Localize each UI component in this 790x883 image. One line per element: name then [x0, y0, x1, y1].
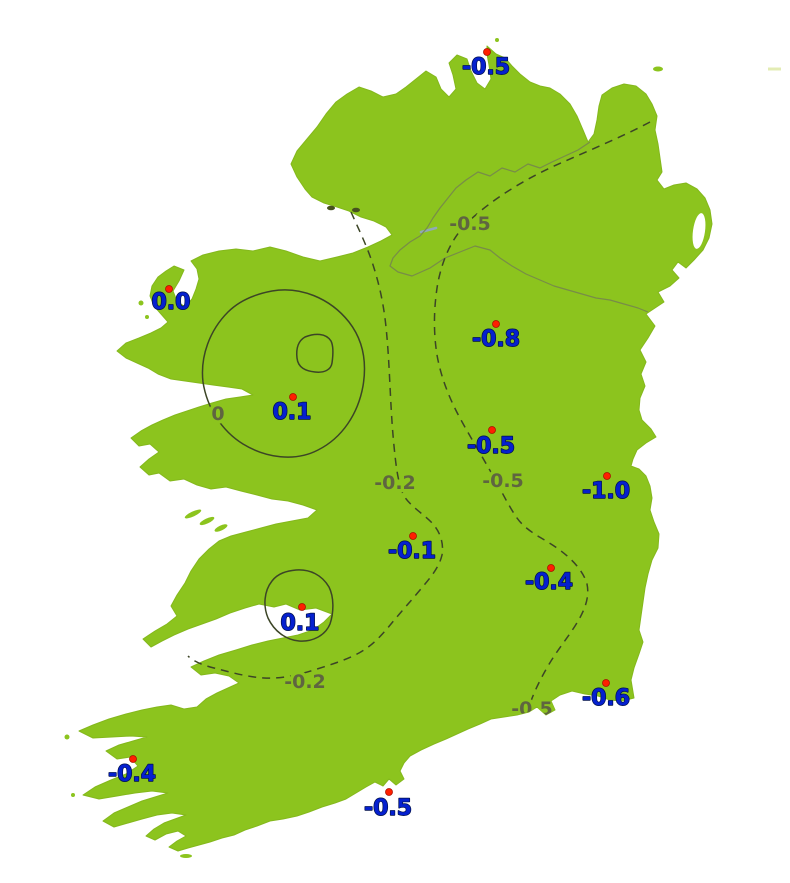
station-dot — [289, 393, 297, 401]
station-midlands: -0.5 — [466, 426, 516, 460]
contour-label: -0.5 — [449, 213, 491, 235]
aran-island-1 — [184, 509, 202, 519]
station-value-label: -1.0 — [582, 479, 630, 504]
station-west-inland: 0.1 — [272, 393, 312, 426]
station-value-label: 0.1 — [273, 400, 312, 425]
station-value-label: 0.1 — [281, 611, 320, 636]
station-dot — [129, 755, 137, 763]
aran-island-2 — [199, 516, 215, 526]
contour-zero-shannon-loop — [264, 569, 334, 642]
station-value-label: -0.6 — [582, 686, 630, 711]
station-east-coast: -1.0 — [581, 472, 631, 505]
station-value-label: -0.5 — [364, 796, 412, 821]
islet-blasket — [64, 734, 70, 740]
islet-skellig — [71, 793, 75, 797]
station-shannon: 0.1 — [280, 603, 320, 637]
ireland-landmass — [78, 45, 713, 852]
contour-minus02-dashed — [187, 211, 444, 679]
strangford-lough — [692, 213, 706, 249]
station-value-label: -0.4 — [525, 570, 573, 595]
station-dot — [298, 603, 306, 611]
station-southeast-inland: -0.4 — [524, 564, 574, 596]
station-southwest: -0.4 — [107, 755, 157, 788]
aran-island-3 — [214, 524, 228, 532]
station-value-label: -0.4 — [108, 762, 156, 787]
contour-label: -0.5 — [511, 698, 553, 720]
contour-label: -0.5 — [482, 470, 524, 492]
contour-label: -0.2 — [284, 671, 326, 693]
contour-minus05-dashed — [433, 121, 651, 702]
station-southeast-coast: -0.6 — [581, 679, 631, 712]
station-dot — [602, 679, 610, 687]
station-north-midlands: -0.8 — [471, 320, 521, 353]
station-value-label: -0.5 — [462, 55, 510, 80]
station-dot — [547, 564, 555, 572]
station-dot — [385, 788, 393, 796]
contour-label: -0.2 — [374, 472, 416, 494]
islet-west-mullet-1 — [138, 300, 144, 306]
station-dot — [483, 48, 491, 56]
station-value-label: -0.8 — [472, 327, 520, 352]
northern-ireland-border — [389, 141, 649, 313]
islet-north-of-malin — [495, 38, 499, 42]
islet-clear — [180, 854, 192, 858]
station-value-label: -0.5 — [467, 434, 515, 459]
station-dot — [488, 426, 496, 434]
station-dot — [165, 285, 173, 293]
station-dot — [603, 472, 611, 480]
islet-west-mullet-2 — [145, 315, 149, 319]
contour-inner-loop — [296, 333, 334, 373]
contour-label: 0 — [211, 403, 224, 425]
station-south-coast: -0.5 — [363, 788, 413, 822]
donegal-bay-dark-islet-1 — [327, 205, 335, 211]
rathlin-island — [653, 66, 663, 72]
station-value-label: 0.0 — [152, 290, 191, 315]
station-dot — [409, 532, 417, 540]
station-value-label: -0.1 — [388, 539, 436, 564]
station-malin-head: -0.5 — [461, 48, 511, 81]
station-dot — [492, 320, 500, 328]
donegal-bay-dark-islet-2 — [352, 207, 360, 213]
contour-zero-circle — [201, 289, 366, 458]
station-mid-west: -0.1 — [387, 532, 437, 565]
station-northwest: 0.0 — [151, 285, 191, 316]
